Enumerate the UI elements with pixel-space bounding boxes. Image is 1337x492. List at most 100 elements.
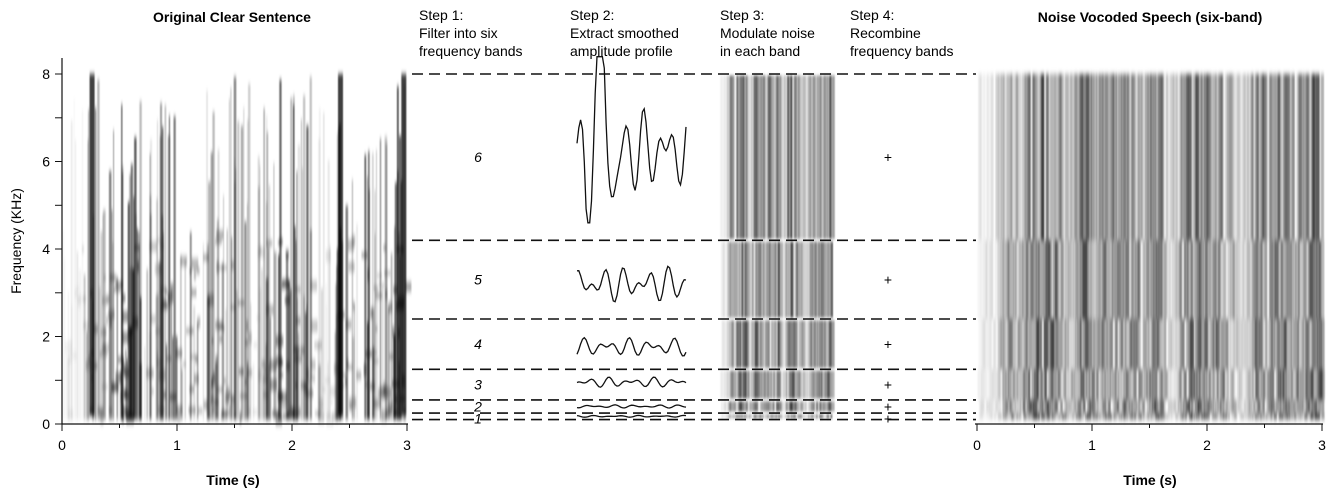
band-noise-column [1028,74,1031,241]
band-noise-column [829,401,832,412]
band-noise-column [764,370,767,399]
band-noise-column [1133,399,1137,413]
band-noise-column [1221,369,1225,400]
band-noise-column [784,75,787,239]
spectrogram-striation [66,352,67,420]
band-noise-column [1306,369,1310,400]
band-noise-column [1187,399,1190,413]
band-noise-column [785,370,788,399]
band-noise-column [755,370,758,399]
spectrogram-energy-patch [203,253,209,262]
spectrogram-striation [175,336,178,420]
band-noise-column [977,240,981,320]
band-noise-column [1122,74,1126,241]
spectrogram-energy-patch [223,378,227,384]
band-noise-column [756,320,759,368]
step-2-title: Step 2: [570,7,614,23]
band-noise-column [805,401,807,412]
band-noise-column [741,414,744,419]
spectrogram-striation [301,119,302,420]
band-noise-column [819,401,822,412]
spectrogram-energy-patch [289,406,294,413]
spectrogram-striation [229,98,230,420]
band-noise-column [800,241,803,318]
spectrogram-energy-patch [210,399,219,405]
spectrogram-striation [212,111,215,420]
band-noise-column [1292,74,1295,241]
band-noise-column [1255,369,1259,400]
band-noise-column [1090,413,1095,420]
spectrogram-energy-patch [68,409,74,421]
band-noise-column [792,370,796,399]
spectrogram-energy-patch [310,319,318,333]
spectrogram-energy-patch [281,281,289,290]
band-noise-column [979,413,984,420]
band-noise-column [997,240,1001,320]
spectrogram-energy-patch [136,261,140,273]
band-noise-column [1310,319,1314,370]
spectrogram-energy-patch [393,408,398,417]
spectrogram-striation [336,248,340,420]
band-noise-column [1106,74,1110,241]
band-noise-column [783,414,787,419]
band-noise-column [779,75,781,239]
band-noise-column [1030,399,1035,413]
spectrogram-striation [129,174,132,420]
spectrogram-energy-patch [126,412,134,424]
band-noise-column [1154,369,1158,400]
band-noise-column [1318,399,1322,413]
band-noise-column [758,75,762,239]
band-noise-column [1201,399,1206,413]
band-noise-column [1133,74,1137,241]
band-noise-column [777,241,781,318]
band-noise-column [1018,74,1022,241]
band-noise-column [1081,369,1085,400]
spectrogram-striation [390,253,393,420]
band-noise-column [763,241,767,318]
band-noise-column [748,75,750,239]
x-tick-label: 1 [173,437,181,453]
band-noise-column [766,75,769,239]
band-noise-column [822,75,824,239]
band-noise-column [1227,413,1231,420]
band-noise-column [749,370,752,399]
band-noise-column [1277,399,1282,413]
band-noise-column [1314,369,1318,400]
spectrogram-energy-patch [275,412,283,426]
spectrogram-striation [75,140,76,420]
band-noise-column [984,369,987,400]
band-noise-column [1003,413,1007,420]
band-noise-column [1056,319,1060,370]
spectrogram-energy-patch [191,258,199,270]
spectrogram-energy-patch [310,359,316,371]
spectrogram-energy-patch [182,362,187,366]
band-noise-column [1097,319,1101,370]
band-noise-column [1046,74,1049,241]
band-noise-column [1142,399,1146,413]
band-noise-column [779,401,782,412]
band-noise-column [746,401,748,412]
spectrogram-striation [184,259,186,420]
spectrogram-striation [235,290,238,420]
spectrogram-energy-patch [154,263,163,275]
band-noise-column [1189,369,1193,400]
band-noise-column [739,401,742,412]
spectrogram-energy-patch [375,326,378,332]
band-noise-column [733,414,736,419]
band-noise-column [1300,240,1305,320]
spectrogram-energy-patch [160,287,167,292]
spectrogram-energy-patch [394,395,398,404]
band-noise-column [823,401,825,412]
band-noise-column [1161,74,1165,241]
band-noise-column [1226,369,1230,400]
band-noise-column [981,399,985,413]
band-noise-column [1312,74,1318,241]
band-noise-column [1106,240,1110,320]
band-noise-column [1286,413,1291,420]
band-noise-column [1055,240,1058,320]
band-noise-column [1252,240,1256,320]
amplitude-envelope-line [576,336,687,357]
spectrogram-energy-patch [383,387,392,399]
band-noise-column [1138,319,1141,370]
band-noise-column [739,320,742,368]
